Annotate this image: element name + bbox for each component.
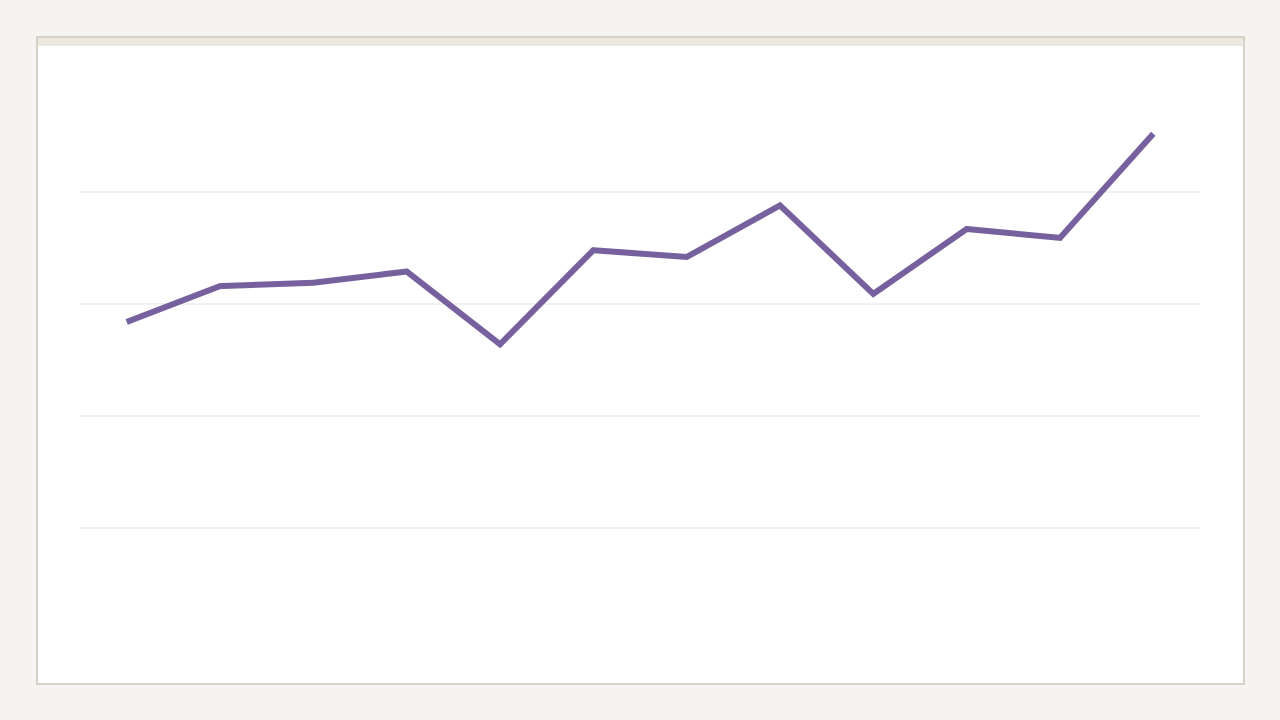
card xyxy=(36,36,1245,685)
series-line xyxy=(125,131,1156,349)
card-header-strip xyxy=(38,38,1243,46)
